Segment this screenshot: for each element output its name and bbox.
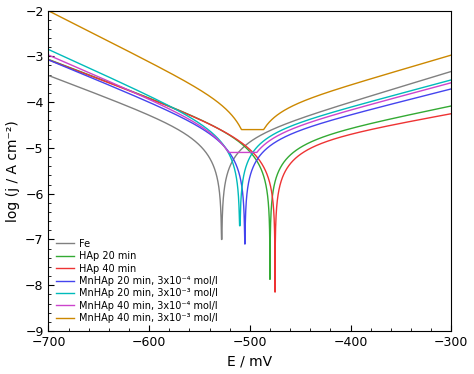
MnHAp 20 min, 3x10⁻³ mol/l [287, 124, 293, 129]
Fe [448, 69, 454, 74]
MnHAp 40 min, 3x10⁻³ mol/l [287, 105, 293, 110]
Line: MnHAp 20 min, 3x10⁻³ mol/l: MnHAp 20 min, 3x10⁻³ mol/l [48, 49, 451, 226]
MnHAp 40 min, 3x10⁻³ mol/l [308, 96, 313, 101]
Line: HAp 20 min: HAp 20 min [48, 59, 451, 279]
Fe [219, 237, 224, 242]
MnHAp 40 min, 3x10⁻⁴ mol/l [226, 150, 231, 155]
HAp 20 min [287, 153, 293, 157]
Fe [377, 91, 383, 95]
Line: MnHAp 20 min, 3x10⁻⁴ mol/l: MnHAp 20 min, 3x10⁻⁴ mol/l [48, 60, 451, 244]
MnHAp 40 min, 3x10⁻⁴ mol/l [200, 125, 205, 130]
Legend: Fe, HAp 20 min, HAp 40 min, MnHAp 20 min, 3x10⁻⁴ mol/l, MnHAp 20 min, 3x10⁻³ mol: Fe, HAp 20 min, HAp 40 min, MnHAp 20 min… [54, 236, 220, 326]
MnHAp 40 min, 3x10⁻⁴ mol/l [377, 100, 383, 104]
HAp 20 min [46, 57, 51, 62]
MnHAp 20 min, 3x10⁻⁴ mol/l [346, 113, 352, 117]
Fe [119, 102, 125, 106]
MnHAp 40 min, 3x10⁻³ mol/l [46, 9, 51, 13]
MnHAp 20 min, 3x10⁻⁴ mol/l [308, 125, 313, 129]
HAp 40 min [287, 162, 293, 166]
MnHAp 40 min, 3x10⁻³ mol/l [448, 53, 454, 57]
HAp 40 min [272, 290, 278, 294]
Fe [46, 73, 51, 78]
MnHAp 40 min, 3x10⁻⁴ mol/l [119, 85, 125, 89]
MnHAp 20 min, 3x10⁻³ mol/l [46, 47, 51, 52]
MnHAp 40 min, 3x10⁻³ mol/l [377, 74, 383, 79]
MnHAp 20 min, 3x10⁻⁴ mol/l [46, 58, 51, 62]
HAp 40 min [448, 111, 454, 116]
HAp 40 min [377, 125, 383, 130]
MnHAp 20 min, 3x10⁻³ mol/l [448, 78, 454, 82]
MnHAp 40 min, 3x10⁻⁴ mol/l [46, 53, 51, 57]
Fe [287, 120, 293, 125]
Fe [346, 101, 352, 105]
HAp 40 min [308, 146, 313, 150]
MnHAp 20 min, 3x10⁻⁴ mol/l [448, 87, 454, 91]
MnHAp 20 min, 3x10⁻⁴ mol/l [287, 132, 293, 137]
Line: MnHAp 40 min, 3x10⁻⁴ mol/l: MnHAp 40 min, 3x10⁻⁴ mol/l [48, 55, 451, 153]
HAp 40 min [346, 132, 352, 137]
MnHAp 20 min, 3x10⁻³ mol/l [200, 123, 205, 128]
HAp 40 min [46, 58, 51, 62]
MnHAp 20 min, 3x10⁻³ mol/l [308, 117, 313, 122]
X-axis label: E / mV: E / mV [228, 355, 273, 368]
MnHAp 40 min, 3x10⁻⁴ mol/l [308, 120, 313, 125]
HAp 40 min [119, 86, 125, 90]
MnHAp 20 min, 3x10⁻³ mol/l [346, 105, 352, 110]
MnHAp 20 min, 3x10⁻⁴ mol/l [119, 88, 125, 93]
HAp 20 min [119, 85, 125, 90]
MnHAp 20 min, 3x10⁻⁴ mol/l [200, 127, 205, 131]
MnHAp 20 min, 3x10⁻⁴ mol/l [242, 242, 247, 246]
HAp 40 min [200, 119, 205, 123]
MnHAp 40 min, 3x10⁻⁴ mol/l [346, 108, 352, 113]
Line: Fe: Fe [48, 71, 451, 239]
MnHAp 20 min, 3x10⁻³ mol/l [377, 97, 383, 101]
HAp 20 min [448, 104, 454, 108]
Fe [308, 113, 313, 117]
MnHAp 20 min, 3x10⁻³ mol/l [237, 224, 242, 228]
MnHAp 40 min, 3x10⁻⁴ mol/l [448, 80, 454, 85]
MnHAp 40 min, 3x10⁻³ mol/l [119, 46, 125, 50]
Y-axis label: log (j / A cm⁻²): log (j / A cm⁻²) [6, 120, 19, 222]
Line: MnHAp 40 min, 3x10⁻³ mol/l: MnHAp 40 min, 3x10⁻³ mol/l [48, 11, 451, 129]
HAp 20 min [346, 127, 352, 131]
HAp 20 min [308, 140, 313, 144]
MnHAp 40 min, 3x10⁻³ mol/l [238, 127, 244, 132]
HAp 20 min [267, 277, 273, 282]
HAp 20 min [200, 118, 205, 123]
HAp 20 min [377, 119, 383, 124]
Fe [200, 146, 205, 150]
Line: HAp 40 min: HAp 40 min [48, 60, 451, 292]
MnHAp 20 min, 3x10⁻⁴ mol/l [377, 105, 383, 110]
MnHAp 40 min, 3x10⁻³ mol/l [346, 83, 352, 88]
MnHAp 20 min, 3x10⁻³ mol/l [119, 81, 125, 85]
MnHAp 40 min, 3x10⁻⁴ mol/l [287, 128, 293, 132]
MnHAp 40 min, 3x10⁻³ mol/l [200, 89, 205, 94]
